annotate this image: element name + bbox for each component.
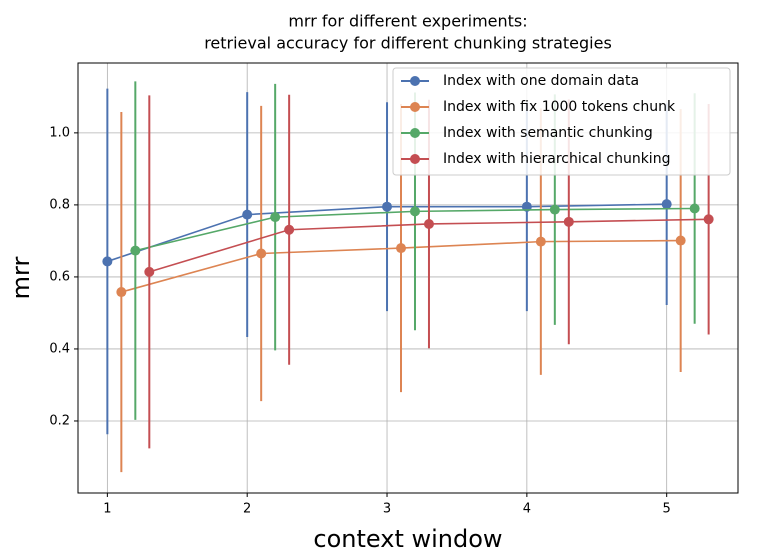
marker [563, 216, 574, 227]
marker [130, 245, 141, 256]
x-axis-label: context window [313, 525, 502, 553]
legend-label: Index with fix 1000 tokens chunk [443, 99, 676, 115]
marker [144, 266, 155, 277]
marker [284, 224, 295, 235]
marker [409, 206, 420, 217]
y-tick-label: 0.4 [49, 341, 70, 356]
marker [270, 212, 281, 223]
y-tick-label: 0.8 [49, 197, 70, 212]
marker [382, 201, 393, 212]
legend-label: Index with hierarchical chunking [443, 151, 670, 167]
marker [256, 248, 267, 259]
legend-swatch [410, 128, 420, 138]
x-tick-label: 1 [103, 502, 111, 517]
y-axis-label: mrr [7, 257, 35, 300]
x-tick-label: 3 [383, 502, 391, 517]
y-tick-label: 0.6 [49, 269, 70, 284]
chart-title: retrieval accuracy for different chunkin… [204, 34, 612, 53]
marker [661, 199, 672, 210]
y-tick-label: 1.0 [49, 125, 70, 140]
legend-swatch [410, 76, 420, 86]
legend-swatch [410, 102, 420, 112]
marker [535, 236, 546, 247]
marker [549, 204, 560, 215]
marker [396, 243, 407, 254]
marker [102, 256, 113, 267]
legend-box [392, 67, 731, 176]
x-tick-label: 2 [243, 502, 251, 517]
axes-frame [77, 62, 739, 494]
legend-swatch [410, 154, 420, 164]
marker [689, 203, 700, 214]
chart-title: mrr for different experiments: [288, 12, 527, 31]
marker [675, 235, 686, 246]
marker [423, 218, 434, 229]
x-tick-label: 4 [523, 502, 531, 517]
legend-label: Index with semantic chunking [443, 125, 653, 141]
x-tick-label: 5 [663, 502, 671, 517]
marker [116, 287, 127, 298]
marker [242, 209, 253, 220]
legend-label: Index with one domain data [443, 73, 639, 89]
y-tick-label: 0.2 [49, 413, 70, 428]
marker [703, 214, 714, 225]
